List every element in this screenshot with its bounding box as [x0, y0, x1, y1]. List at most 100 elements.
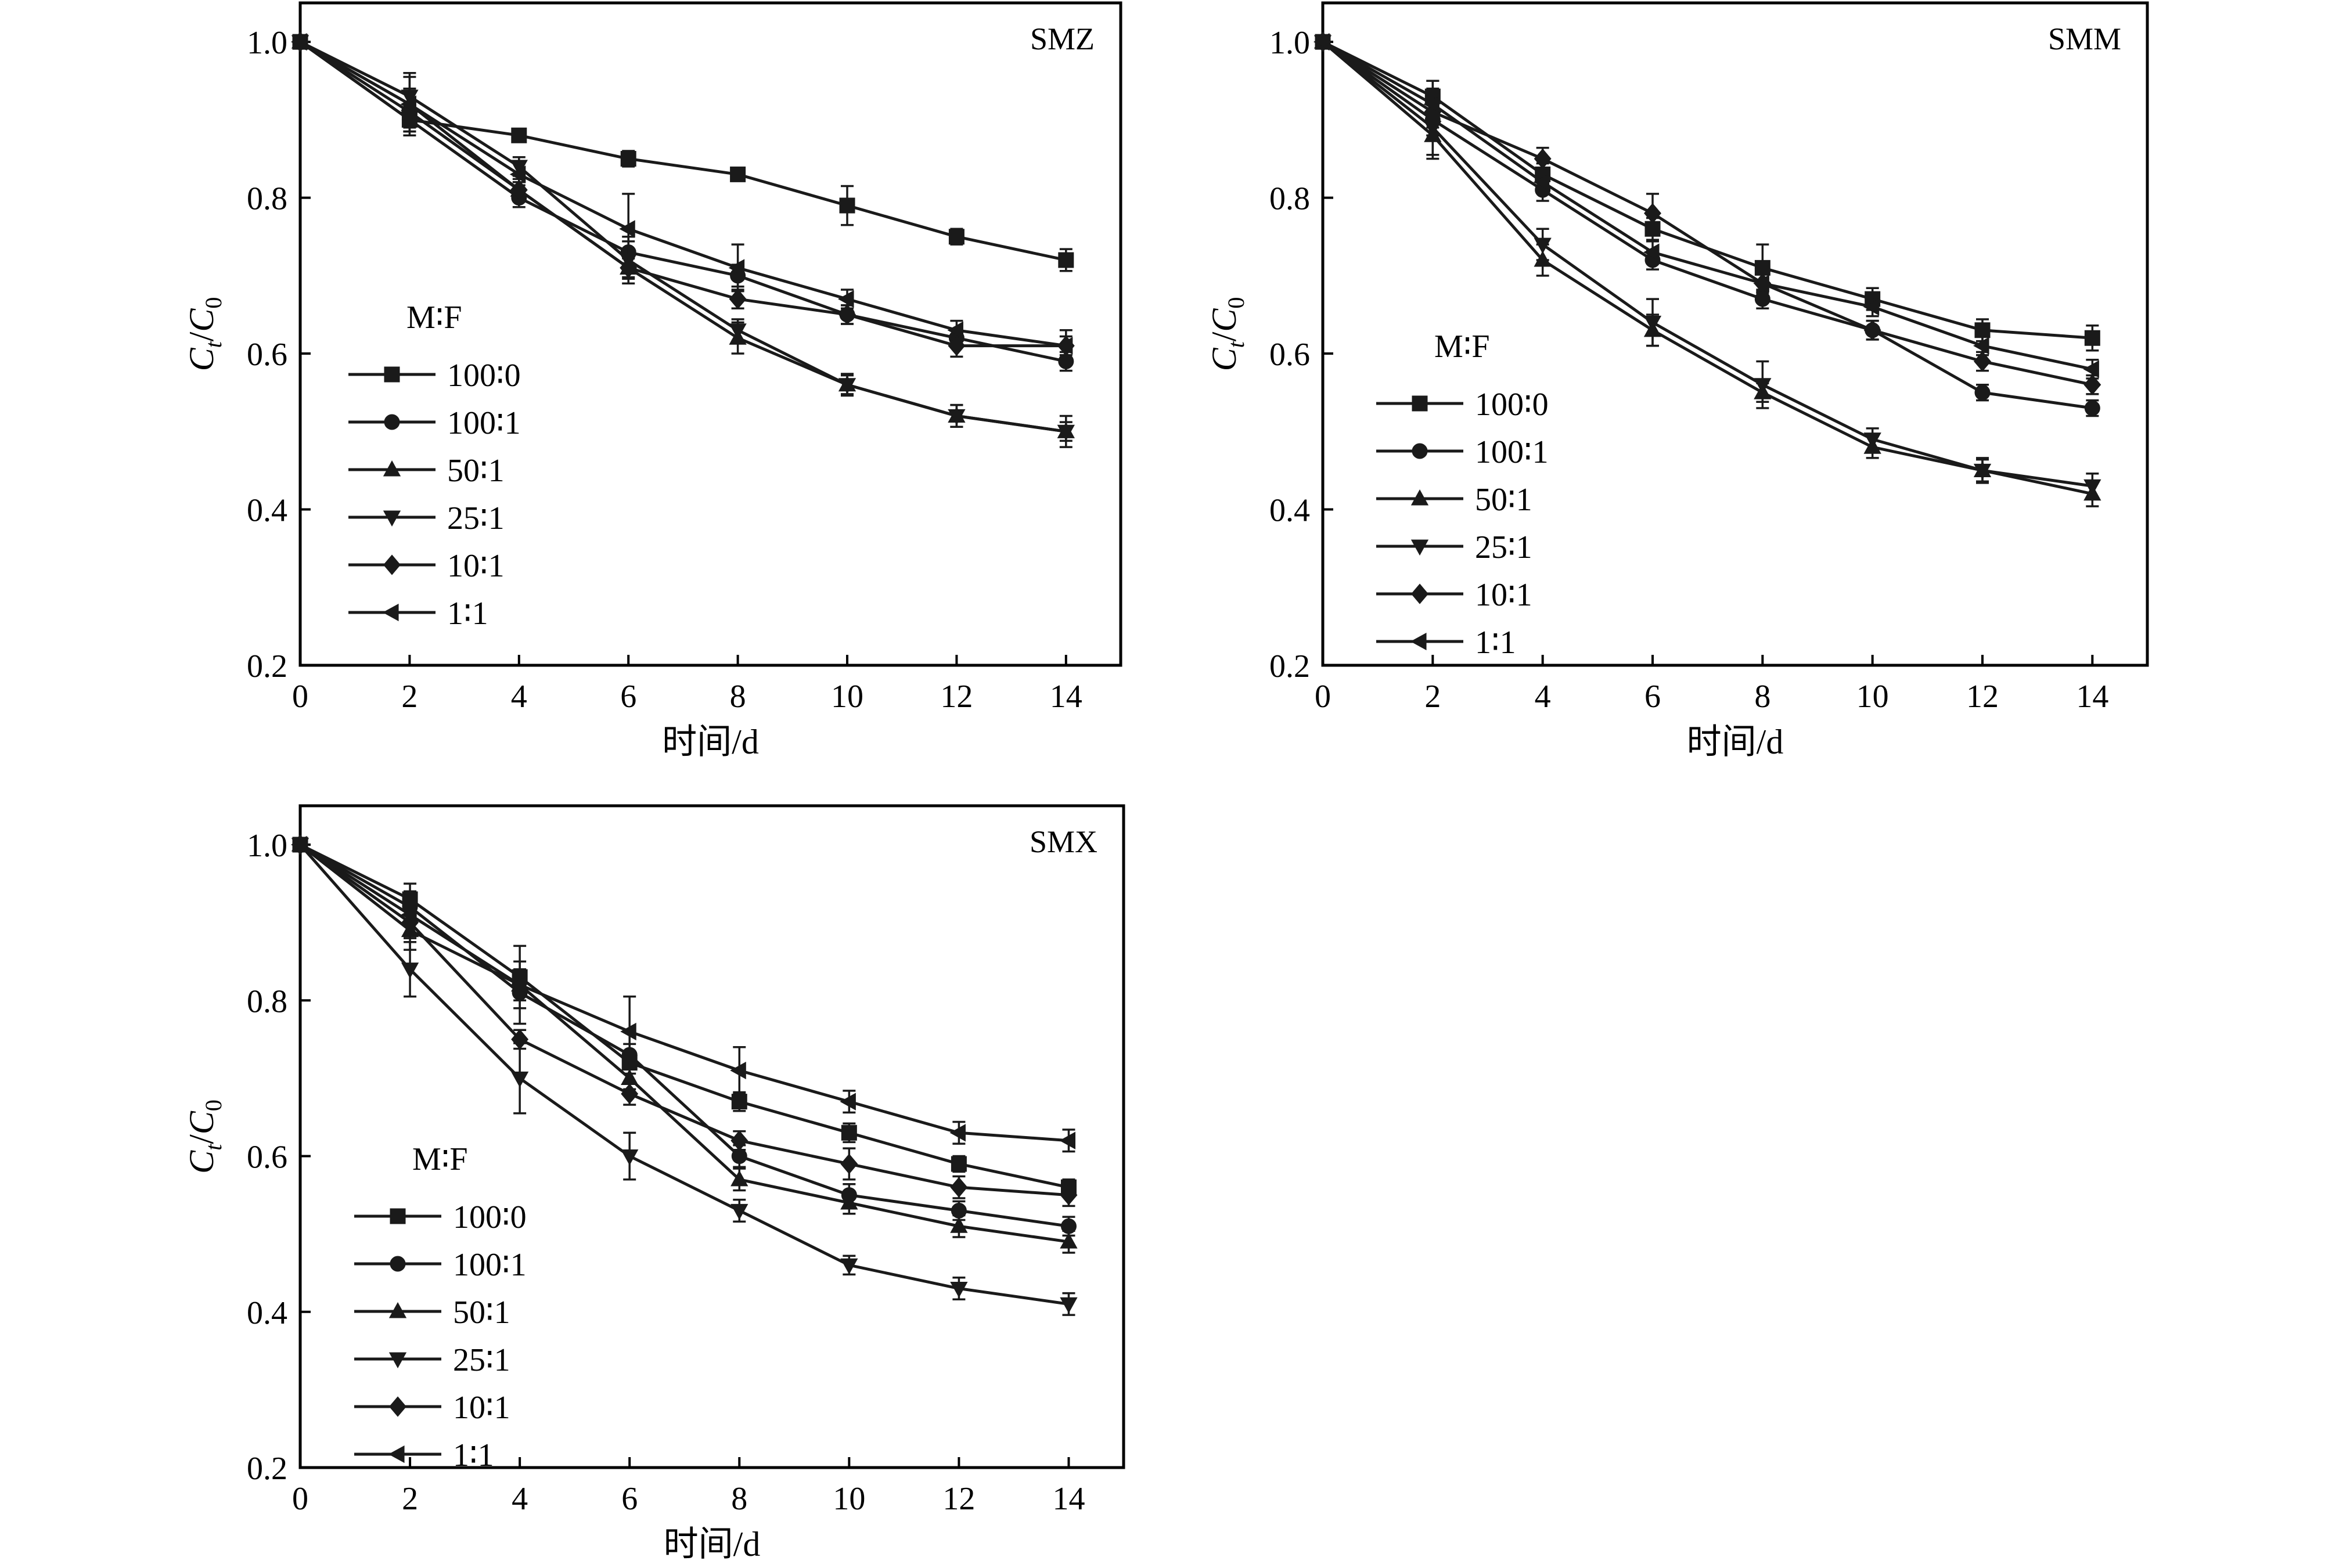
x-tick-label: 14	[2076, 679, 2108, 715]
x-tick-label: 8	[1754, 679, 1770, 715]
y-tick-label: 0.6	[247, 337, 287, 373]
y-tick-label: 1.0	[247, 828, 287, 864]
legend-marker	[388, 1302, 407, 1318]
plot-frame	[298, 1, 1122, 667]
x-tick-label: 6	[1644, 679, 1661, 715]
legend-marker	[1412, 395, 1428, 412]
legend-marker	[390, 1208, 406, 1224]
legend-marker	[384, 366, 400, 383]
x-axis-title: 时间/d	[664, 1525, 761, 1563]
legend-marker	[1410, 489, 1429, 506]
legend-label: 10∶1	[447, 548, 505, 584]
legend-label: 100∶1	[447, 405, 521, 441]
data-point	[950, 1177, 968, 1198]
panel-title: SMM	[2048, 21, 2121, 56]
series-100-1	[292, 837, 1077, 1237]
x-tick-label: 0	[292, 679, 308, 715]
legend-item: 1∶1	[1376, 625, 1516, 661]
legend-item: 1∶1	[354, 1437, 494, 1473]
data-point	[840, 1093, 856, 1111]
data-point	[510, 976, 527, 994]
legend: M∶F 100∶0 100∶1 50∶1 25∶1 10∶1 1∶1	[354, 1141, 527, 1473]
data-point	[728, 259, 745, 277]
y-axis-title: Ct/C0	[182, 297, 226, 372]
data-point	[948, 229, 965, 245]
data-point	[1754, 378, 1772, 394]
legend-item: 10∶1	[348, 548, 505, 584]
data-point	[950, 1217, 968, 1233]
legend-marker	[383, 603, 399, 622]
data-point	[730, 166, 746, 182]
x-tick-label: 2	[402, 1481, 418, 1517]
data-point	[951, 1156, 967, 1172]
data-point	[1533, 173, 1550, 191]
data-point	[2084, 400, 2100, 416]
data-point	[1644, 203, 1661, 224]
x-tick-label: 6	[620, 679, 636, 715]
data-point	[2083, 360, 2099, 379]
data-point	[1056, 337, 1073, 355]
series-1-1	[291, 33, 1073, 363]
series-line	[1322, 40, 2093, 371]
data-point	[1974, 351, 1991, 372]
x-tick-label: 4	[1535, 679, 1551, 715]
legend-label: 50∶1	[1475, 482, 1532, 518]
legend: M∶F 100∶0 100∶1 50∶1 25∶1 10∶1 1∶1	[348, 300, 521, 632]
data-point	[729, 323, 747, 340]
x-tick-label: 2	[1424, 679, 1441, 715]
data-point	[729, 289, 747, 309]
y-tick-label: 0.4	[247, 493, 287, 529]
data-point	[947, 321, 963, 339]
legend-marker	[389, 1396, 406, 1417]
legend-label: 100∶0	[1475, 387, 1549, 423]
y-tick-label: 0.4	[1269, 493, 1310, 529]
data-point	[1534, 237, 1552, 254]
legend-item: 100∶1	[1376, 434, 1549, 470]
data-point	[730, 1170, 748, 1187]
legend-label: 100∶1	[453, 1247, 527, 1283]
y-tick-label: 0.6	[247, 1140, 287, 1176]
data-point	[838, 304, 856, 325]
y-tick-label: 0.2	[247, 648, 287, 684]
series-line	[299, 844, 1069, 1306]
data-point	[1060, 1297, 1078, 1314]
x-tick-label: 12	[942, 1481, 975, 1517]
x-axis-title: 时间/d	[662, 723, 759, 761]
data-point	[401, 906, 417, 924]
panel-title: SMX	[1030, 824, 1097, 859]
legend-marker	[384, 414, 400, 430]
legend-marker	[383, 554, 401, 575]
series-line	[299, 41, 1067, 262]
data-point	[1060, 1232, 1078, 1249]
x-tick-label: 14	[1050, 679, 1082, 715]
series-line	[299, 40, 1067, 433]
legend-marker	[383, 510, 401, 527]
data-point	[1643, 243, 1660, 261]
legend-item: 25∶1	[1376, 529, 1532, 565]
data-point	[1058, 252, 1074, 268]
data-point	[509, 165, 526, 183]
x-tick-label: 8	[731, 1481, 747, 1517]
y-tick-label: 0.8	[247, 983, 287, 1019]
x-tick-label: 10	[1856, 679, 1889, 715]
y-axis-title: Ct/C0	[182, 1100, 226, 1174]
y-tick-label: 0.8	[1269, 181, 1310, 217]
legend-marker	[1410, 539, 1429, 556]
series-1-1	[291, 835, 1076, 1153]
series-1-1	[1313, 33, 2099, 380]
legend-marker	[1410, 632, 1427, 651]
x-tick-label: 2	[401, 679, 418, 715]
data-point	[840, 1194, 858, 1210]
legend-label: 1∶1	[453, 1437, 494, 1473]
legend-label: 100∶0	[447, 358, 521, 394]
data-point	[731, 1094, 747, 1110]
data-point	[839, 197, 855, 214]
legend: M∶F 100∶0 100∶1 50∶1 25∶1 10∶1 1∶1	[1376, 329, 1549, 661]
series-line	[299, 844, 1069, 1243]
data-point	[400, 95, 416, 113]
x-tick-label: 0	[292, 1481, 308, 1517]
series-line	[1322, 41, 2093, 410]
series-line	[299, 41, 1067, 363]
legend-item: 100∶1	[348, 405, 521, 441]
